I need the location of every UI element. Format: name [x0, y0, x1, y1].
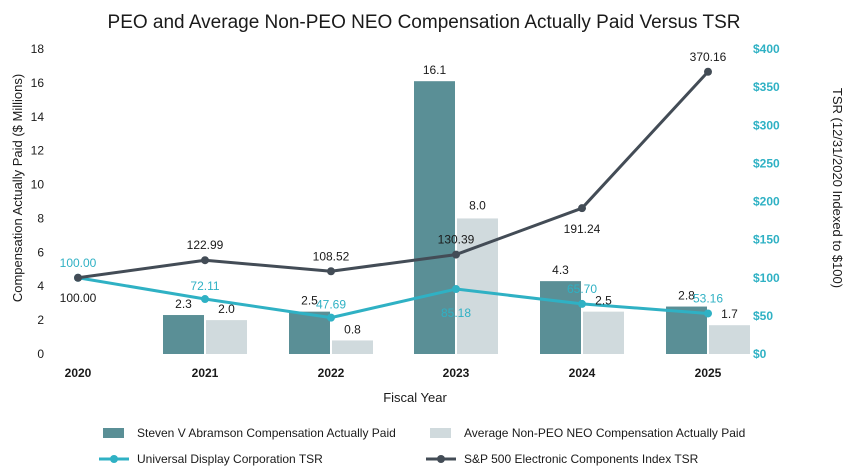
y-tick-right: $350	[753, 80, 780, 94]
y-tick-right: $400	[753, 42, 780, 56]
point-sp500-tsr	[704, 67, 712, 76]
line-label-universal-display: 100.00	[60, 256, 97, 270]
point-sp500-tsr	[327, 267, 335, 276]
chart-title: PEO and Average Non-PEO NEO Compensation…	[108, 12, 741, 33]
legend-swatch-marker	[437, 455, 445, 463]
y-axis-label-left: Compensation Actually Paid ($ Millions)	[10, 74, 25, 302]
point-sp500-tsr	[578, 204, 586, 213]
line-label-sp500: 130.39	[438, 233, 475, 247]
y-tick-right: $100	[753, 271, 780, 285]
point-sp500-tsr	[74, 273, 82, 282]
legend-swatch-marker	[110, 455, 118, 463]
y-tick-left: 4	[37, 279, 44, 293]
x-tick-label: 2025	[695, 366, 722, 380]
bar-label-non-peo: 0.8	[344, 322, 361, 336]
lines-layer	[74, 67, 712, 322]
legend-swatch	[430, 428, 451, 438]
x-tick-label: 2022	[318, 366, 345, 380]
line-label-sp500: 100.00	[60, 291, 97, 305]
y-tick-left: 8	[37, 211, 44, 225]
line-label-sp500: 370.16	[690, 50, 727, 64]
bar-peo	[540, 281, 581, 354]
bar-label-peo: 2.8	[678, 289, 695, 303]
point-universal-display-tsr	[704, 309, 712, 318]
bar-label-non-peo: 1.7	[721, 307, 738, 321]
y-tick-left: 16	[31, 76, 45, 90]
point-sp500-tsr	[201, 256, 209, 265]
bar-label-non-peo: 8.0	[469, 198, 486, 212]
bar-non-peo	[583, 311, 624, 354]
bar-label-non-peo: 2.5	[595, 294, 612, 308]
y-tick-left: 6	[37, 245, 44, 259]
bar-label-peo: 16.1	[423, 63, 447, 77]
legend-swatch	[103, 428, 124, 438]
point-sp500-tsr	[452, 250, 460, 259]
legend-entry-label: Average Non-PEO NEO Compensation Actuall…	[464, 426, 745, 440]
y-tick-right: $300	[753, 118, 780, 132]
line-sp500-tsr	[77, 70, 710, 280]
line-label-universal-display: 85.18	[441, 306, 471, 320]
bar-non-peo	[206, 320, 247, 354]
x-axis-label: Fiscal Year	[383, 390, 447, 405]
x-tick-label: 2024	[569, 366, 596, 380]
bar-peo	[666, 306, 707, 354]
line-label-sp500: 191.24	[564, 222, 601, 236]
y-tick-right: $0	[753, 347, 767, 361]
y-tick-left: 10	[31, 178, 45, 192]
line-universal-display-tsr	[77, 276, 709, 320]
bar-peo	[163, 315, 204, 354]
y-tick-left: 18	[31, 42, 45, 56]
legend-entry-label: S&P 500 Electronic Components Index TSR	[464, 452, 699, 466]
point-universal-display-tsr	[452, 285, 460, 294]
line-label-universal-display: 47.69	[316, 298, 346, 312]
bar-peo	[289, 311, 330, 354]
y-tick-right: $200	[753, 195, 780, 209]
y-tick-left: 14	[31, 110, 45, 124]
y-tick-right: $150	[753, 233, 780, 247]
bar-label-peo: 2.5	[301, 294, 318, 308]
y-tick-left: 0	[37, 347, 44, 361]
y-tick-right: $250	[753, 156, 780, 170]
x-tick-label: 2023	[443, 366, 470, 380]
bar-non-peo	[332, 340, 373, 354]
line-label-sp500: 108.52	[313, 249, 350, 263]
bar-label-peo: 4.3	[552, 263, 569, 277]
point-universal-display-tsr	[578, 299, 586, 308]
bar-peo	[414, 81, 455, 354]
x-tick-label: 2021	[192, 366, 219, 380]
legend-entry-label: Steven V Abramson Compensation Actually …	[137, 426, 396, 440]
y-tick-right: $50	[753, 309, 773, 323]
y-tick-left: 2	[37, 313, 44, 327]
legend: Steven V Abramson Compensation Actually …	[99, 426, 745, 466]
point-universal-display-tsr	[201, 295, 209, 304]
point-universal-display-tsr	[327, 313, 335, 322]
x-tick-label: 2020	[65, 366, 92, 380]
line-label-universal-display: 72.11	[190, 279, 219, 293]
y-tick-left: 12	[31, 144, 45, 158]
y-axis-label-right: TSR (12/31/2020 Indexed to $100)	[830, 88, 845, 288]
ticks-layer: 0 2 4 6 8 10 12 14 16 18 $0 $50 $100 $150 $200 $250 $300…	[31, 42, 780, 380]
data-labels-layer: 2.3 2.5 16.1 4.3 2.8 2.0 0.8 8.0 2.5 1.7 100.00 72.…	[60, 50, 739, 337]
bar-label-peo: 2.3	[175, 297, 192, 311]
line-label-universal-display: 53.16	[693, 291, 723, 305]
legend-entry-label: Universal Display Corporation TSR	[137, 452, 323, 466]
line-label-universal-display: 65.70	[567, 282, 597, 296]
bar-label-non-peo: 2.0	[218, 302, 235, 316]
bar-non-peo	[709, 325, 750, 354]
line-label-sp500: 122.99	[187, 238, 224, 252]
